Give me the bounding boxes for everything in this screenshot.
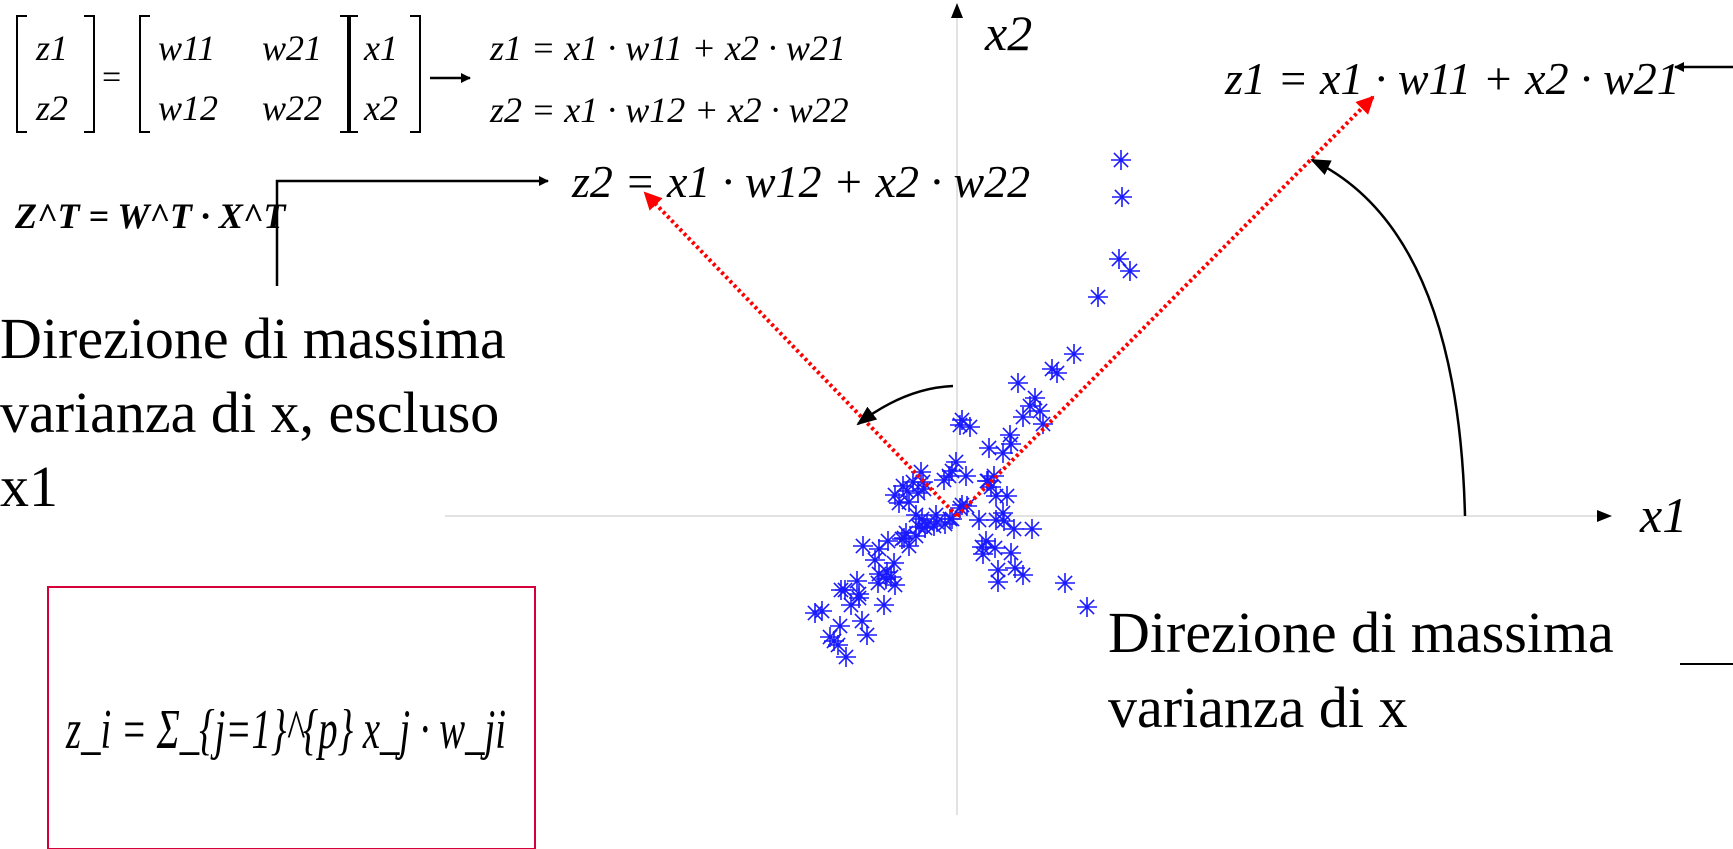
scatter-point	[1022, 519, 1042, 539]
scatter-point	[946, 452, 966, 472]
scatter-point	[899, 536, 919, 556]
scatter-point	[1013, 407, 1033, 427]
scatter-point	[1112, 187, 1132, 207]
scatter-point	[836, 647, 856, 667]
scatter-point	[1120, 261, 1140, 281]
scatter-point	[853, 536, 873, 556]
scatter-point	[934, 470, 954, 490]
scatter-point	[969, 510, 989, 530]
z2-axis-equation: z2 = x1 · w12 + x2 · w22	[571, 156, 1030, 207]
matrix-w-element: w11	[158, 28, 215, 68]
second-direction-label-line: x1	[0, 454, 58, 519]
scatter-point	[841, 595, 861, 615]
scatter-point	[852, 611, 872, 631]
scatter-point	[915, 518, 935, 538]
formula-box	[47, 586, 536, 849]
scatter-point	[993, 443, 1013, 463]
scatter-point	[857, 625, 877, 645]
connector-line-z2	[275, 176, 549, 286]
matrix-w-element: w22	[262, 88, 322, 128]
scatter-point	[1047, 363, 1067, 383]
scatter-point	[1001, 543, 1021, 563]
scatter-point	[1077, 597, 1097, 617]
matrix-result-line: z1 = x1 · w11 + x2 · w21	[489, 28, 846, 68]
matrix-x-element: x2	[363, 88, 398, 128]
matrix-z-element: z2	[35, 88, 68, 128]
scatter-point	[1013, 565, 1033, 585]
first-direction-label-line: varianza di x	[1108, 675, 1408, 740]
matrix-z-element: z1	[35, 28, 68, 68]
scatter-point	[1025, 388, 1045, 408]
scatter-point	[881, 567, 901, 587]
x1-axis-arrowhead	[1597, 510, 1612, 522]
scatter-point	[988, 560, 1008, 580]
x2-axis-arrowhead	[951, 3, 963, 18]
scatter-point	[897, 481, 917, 501]
second-direction-label-line: Direzione di massima	[0, 306, 506, 371]
summation-formula: z_i = Σ_{j=1}^{p} x_j · w_ji	[65, 699, 506, 761]
scatter-point	[994, 511, 1014, 531]
x2-axis-label: x2	[984, 5, 1032, 61]
z1-component-axis	[955, 95, 1375, 518]
scatter-point	[1000, 425, 1020, 445]
scatter-point	[835, 580, 855, 600]
scatter-point	[1088, 287, 1108, 307]
scatter-point	[805, 603, 825, 623]
z1-axis-equation: z1 = x1 · w11 + x2 · w21	[1224, 53, 1680, 104]
scatter-point	[1004, 519, 1024, 539]
scatter-point	[924, 516, 944, 536]
scatter-point	[847, 571, 867, 591]
scatter-point	[1111, 150, 1131, 170]
matrix-w-element: w21	[262, 28, 322, 68]
scatter-point	[960, 417, 980, 437]
rotation-arrow-z2	[856, 384, 954, 426]
transpose-formula: Z^T = W^T · X^T	[14, 196, 287, 236]
second-direction-label-line: varianza di x, escluso	[0, 380, 499, 445]
rotation-arrow-z1	[1310, 158, 1467, 517]
scatter-point	[878, 531, 898, 551]
matrix-x-element: x1	[363, 28, 398, 68]
z2-component-axis	[643, 191, 959, 518]
scatter-point	[956, 466, 976, 486]
scatter-point	[820, 627, 840, 647]
scatter-point	[1055, 573, 1075, 593]
matrix-w-element: w12	[158, 88, 218, 128]
scatter-point	[884, 553, 904, 573]
first-direction-label-line: Direzione di massima	[1108, 600, 1614, 665]
x1-axis-label: x1	[1639, 487, 1687, 543]
scatter-point	[952, 495, 972, 515]
scatter-point	[812, 601, 832, 621]
scatter-point	[973, 544, 993, 564]
matrix-equation: z1 z2 = w11 w21 w12 w22 x1 x2 z1 = x1 · …	[16, 15, 849, 133]
scatter-point	[1008, 373, 1028, 393]
scatter-point	[1064, 344, 1084, 364]
scatter-point	[874, 595, 894, 615]
scatter-point	[1005, 558, 1025, 578]
matrix-result-line: z2 = x1 · w12 + x2 · w22	[489, 90, 849, 130]
scatter-point	[979, 438, 999, 458]
scatter-point	[997, 486, 1017, 506]
scatter-point	[976, 531, 996, 551]
scatter-point	[889, 493, 909, 513]
equals-sign: =	[102, 59, 121, 96]
scatter-points	[805, 150, 1140, 667]
